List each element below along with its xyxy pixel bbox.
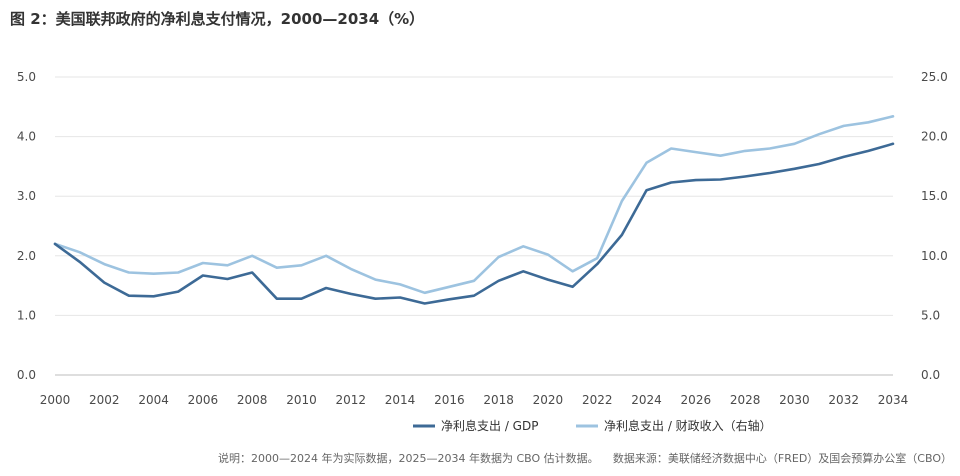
axis-layer: 0.0 1.0 2.0 3.0 4.0 5.0 0.0 5.0 10.0 15.0 20.0 25.0… <box>17 70 948 407</box>
legend: 净利息支出 / GDP 净利息支出 / 财政收入（右轴） <box>413 418 772 433</box>
x-tick-label: 2002 <box>89 393 120 407</box>
series-line-gdp-ratio <box>53 142 895 305</box>
x-tick-label: 2012 <box>335 393 366 407</box>
y-right-tick-label: 15.0 <box>921 189 948 203</box>
x-tick-label: 2024 <box>631 393 662 407</box>
y-left-tick-label: 1.0 <box>17 308 36 322</box>
y-right-tick-label: 10.0 <box>921 249 948 263</box>
x-tick-label: 2026 <box>681 393 712 407</box>
x-tick-label: 2030 <box>779 393 810 407</box>
y-left-tick-label: 0.0 <box>17 368 36 382</box>
chart-title: 图 2：美国联邦政府的净利息支付情况，2000—2034（%） <box>10 10 425 28</box>
legend-label: 净利息支出 / GDP <box>441 418 538 433</box>
series-layer <box>53 115 895 305</box>
x-tick-label: 2028 <box>730 393 761 407</box>
x-tick-label: 2004 <box>138 393 169 407</box>
x-tick-label: 2008 <box>237 393 268 407</box>
y-left-tick-label: 2.0 <box>17 249 36 263</box>
y-left-tick-label: 4.0 <box>17 130 36 144</box>
x-tick-label: 2014 <box>385 393 416 407</box>
y-left-tick-label: 3.0 <box>17 189 36 203</box>
x-tick-label: 2022 <box>582 393 613 407</box>
legend-label: 净利息支出 / 财政收入（右轴） <box>604 418 772 433</box>
x-tick-label: 2016 <box>434 393 465 407</box>
x-tick-label: 2020 <box>533 393 564 407</box>
grid-layer <box>55 76 893 376</box>
x-tick-label: 2034 <box>878 393 909 407</box>
x-tick-label: 2032 <box>828 393 859 407</box>
y-right-tick-label: 20.0 <box>921 130 948 144</box>
y-left-tick-label: 5.0 <box>17 70 36 84</box>
footer-note: 说明：2000—2024 年为实际数据，2025—2034 年数据为 CBO 估… <box>218 451 599 465</box>
x-tick-label: 2010 <box>286 393 317 407</box>
y-right-tick-label: 25.0 <box>921 70 948 84</box>
series-line-revenue-ratio <box>53 115 895 295</box>
y-right-tick-label: 0.0 <box>921 368 940 382</box>
y-right-tick-label: 5.0 <box>921 308 940 322</box>
x-tick-label: 2000 <box>40 393 71 407</box>
x-tick-label: 2006 <box>188 393 219 407</box>
x-tick-label: 2018 <box>483 393 514 407</box>
footer-source: 数据来源：美联储经济数据中心（FRED）及国会预算办公室（CBO） <box>613 451 952 465</box>
